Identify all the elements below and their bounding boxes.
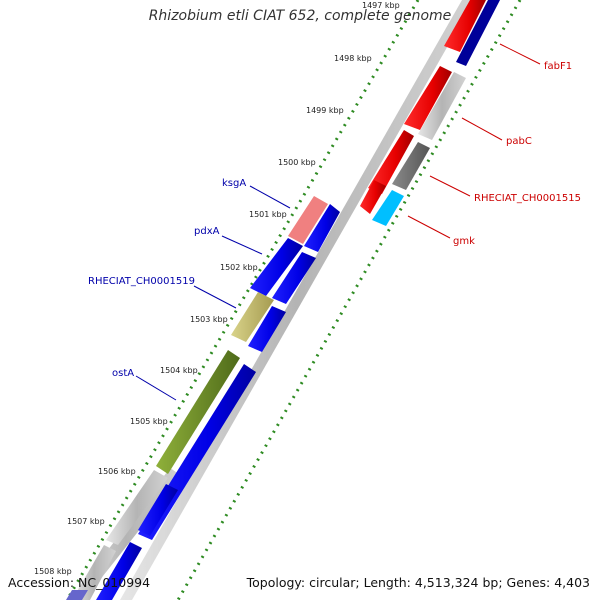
fabF1-callout: [499, 43, 541, 65]
ksgA-feature: [288, 196, 328, 244]
blue-cds-3: [248, 306, 286, 352]
axis-label: 1498 kbp: [334, 54, 372, 63]
right-dotted-track: [176, 0, 522, 600]
gene-label-gmk: gmk: [453, 236, 475, 247]
gmk-feature: [372, 190, 404, 226]
blue-cds-6: [96, 542, 142, 600]
axis-label: 1505 kbp: [130, 417, 168, 426]
axis-label: 1504 kbp: [160, 366, 198, 375]
red-cds-2: [404, 66, 452, 130]
ostA-callout: [135, 375, 177, 401]
axis-label: 1501 kbp: [249, 210, 287, 219]
navy-cds-top: [456, 0, 500, 66]
accession-label: Accession: NC_010994: [8, 575, 151, 590]
pdxA-feature: [250, 238, 303, 296]
gene-label-pabC: pabC: [506, 136, 532, 147]
blue-cds-5: [138, 484, 178, 536]
navy-end-feature: [66, 590, 88, 600]
blue-cds-1: [304, 204, 340, 252]
left-dotted-track: [65, 0, 420, 600]
gene-label-ksgA: ksgA: [222, 178, 246, 189]
pabC-feature: [418, 72, 466, 140]
genome-summary: Topology: circular; Length: 4,513,324 bp…: [246, 575, 590, 590]
gene-label-pdxA: pdxA: [194, 226, 220, 237]
axis-label: 1506 kbp: [98, 467, 136, 476]
axis-label: 1500 kbp: [278, 158, 316, 167]
axis-label: 1503 kbp: [190, 315, 228, 324]
axis-label: 1508 kbp: [34, 567, 72, 576]
axis-label: 1507 kbp: [67, 517, 105, 526]
backbone-track: [120, 0, 474, 600]
axis-label: 1497 kbp: [362, 1, 400, 10]
RHECIAT_CH0001519-callout: [193, 285, 237, 309]
gmk-callout: [407, 215, 451, 239]
axis-label: 1502 kbp: [220, 263, 258, 272]
gene-label-RHECIAT_CH0001515: RHECIAT_CH0001515: [474, 193, 581, 204]
left-gray-feature-2: [72, 545, 116, 600]
ostA-feature: [156, 350, 240, 474]
red-cds-4: [360, 180, 386, 214]
axis-label: 1499 kbp: [306, 106, 344, 115]
pabC-callout: [461, 117, 503, 141]
RHECIAT_CH0001519-feature: [231, 292, 274, 342]
red-cds-top: [444, 0, 486, 52]
gene-label-RHECIAT_CH0001519: RHECIAT_CH0001519: [88, 276, 195, 287]
gene-label-fabF1: fabF1: [544, 61, 572, 72]
RHECIAT_CH0001515-feature: [392, 142, 430, 190]
blue-cds-2: [272, 252, 316, 304]
red-cds-3: [368, 130, 414, 194]
gene-label-ostA: ostA: [112, 368, 134, 379]
left-gray-feature: [106, 470, 168, 545]
ksgA-callout: [249, 185, 291, 209]
pdxA-callout: [221, 235, 263, 255]
RHECIAT_CH0001515-callout: [429, 175, 471, 197]
map-title: Rhizobium etli CIAT 652, complete genome: [148, 8, 452, 24]
